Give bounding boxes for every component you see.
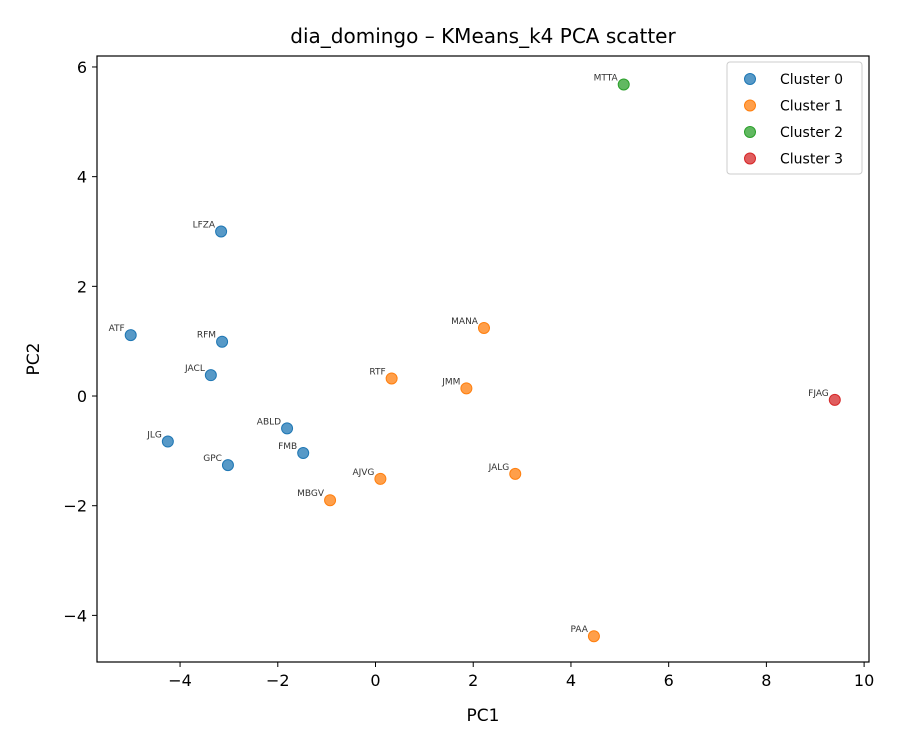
point-label-jalg: JALG: [488, 463, 510, 473]
data-point-jlg: [161, 435, 174, 448]
legend-marker: [744, 126, 756, 138]
x-tick-label: 2: [468, 671, 478, 690]
plot-area: −4 −2 0 2 4 6 8 10 −4 −2 0 2 4 6 LFZA ATF RFM JACL ABLD J…: [63, 55, 874, 690]
data-point-rtf: [385, 372, 398, 385]
x-tick-label: −4: [168, 671, 192, 690]
point-label-mtta: MTTA: [594, 74, 619, 84]
data-point-jalg: [509, 467, 522, 480]
point-label-rtf: RTF: [369, 367, 385, 377]
point-label-jlg: JLG: [146, 431, 162, 441]
point-label-abld: ABLD: [257, 417, 281, 427]
x-tick-label: 0: [370, 671, 380, 690]
legend-frame: [726, 61, 863, 175]
point-labels: LFZA ATF RFM JACL ABLD JLG FMB GPC MANA RTF JMM AJV…: [109, 74, 829, 636]
data-point-gpc: [221, 459, 234, 472]
y-axis-ticks: −4 −2 0 2 4 6: [63, 58, 97, 625]
y-tick-label: −2: [63, 497, 87, 516]
point-label-ajvg: AJVG: [352, 468, 374, 478]
legend-label: Cluster 3: [780, 152, 843, 168]
legend-marker: [744, 73, 756, 85]
data-point-rfm: [216, 335, 229, 348]
y-tick-label: 4: [77, 168, 87, 187]
data-points: [124, 78, 841, 643]
data-point-abld: [281, 422, 294, 435]
data-point-ajvg: [374, 472, 387, 485]
data-point-mana: [477, 322, 490, 335]
data-point-fjag: [828, 393, 841, 406]
data-point-atf: [124, 329, 137, 342]
y-tick-label: 2: [77, 277, 87, 296]
data-point-fmb: [297, 447, 310, 460]
point-label-paa: PAA: [570, 625, 588, 635]
plot-frame: [96, 55, 870, 663]
x-axis-label: PC1: [467, 706, 500, 726]
x-tick-label: 4: [566, 671, 576, 690]
legend-marker: [744, 152, 756, 165]
y-tick-label: 0: [77, 387, 87, 406]
point-label-fjag: FJAG: [808, 389, 829, 399]
data-point-lfza: [215, 225, 228, 238]
legend-marker: [744, 99, 756, 112]
x-tick-label: −2: [266, 671, 290, 690]
point-label-fmb: FMB: [278, 442, 297, 452]
x-axis-ticks: −4 −2 0 2 4 6 8 10: [168, 662, 874, 690]
x-tick-label: 10: [854, 671, 874, 690]
point-label-atf: ATF: [109, 324, 125, 334]
legend-label: Cluster 2: [780, 125, 843, 141]
point-label-gpc: GPC: [203, 454, 222, 464]
point-label-mbgv: MBGV: [297, 489, 325, 499]
data-point-mbgv: [324, 494, 337, 507]
y-tick-label: 6: [77, 58, 87, 77]
point-label-lfza: LFZA: [193, 220, 216, 230]
chart-title: dia_domingo – KMeans_k4 PCA scatter: [290, 24, 676, 48]
legend-label: Cluster 1: [780, 99, 843, 115]
legend-label: Cluster 0: [780, 72, 843, 88]
data-point-mtta: [617, 78, 630, 91]
x-tick-label: 8: [761, 671, 771, 690]
point-label-rfm: RFM: [197, 331, 216, 341]
point-label-jacl: JACL: [184, 364, 205, 374]
legend: Cluster 0 Cluster 1 Cluster 2 Cluster 3: [726, 61, 863, 175]
point-label-jmm: JMM: [441, 377, 460, 387]
data-point-jmm: [460, 382, 473, 395]
data-point-paa: [587, 630, 600, 643]
x-tick-label: 6: [664, 671, 674, 690]
point-label-mana: MANA: [451, 317, 479, 327]
y-tick-label: −4: [63, 606, 87, 625]
data-point-jacl: [204, 369, 217, 382]
y-axis-label: PC2: [24, 343, 44, 376]
